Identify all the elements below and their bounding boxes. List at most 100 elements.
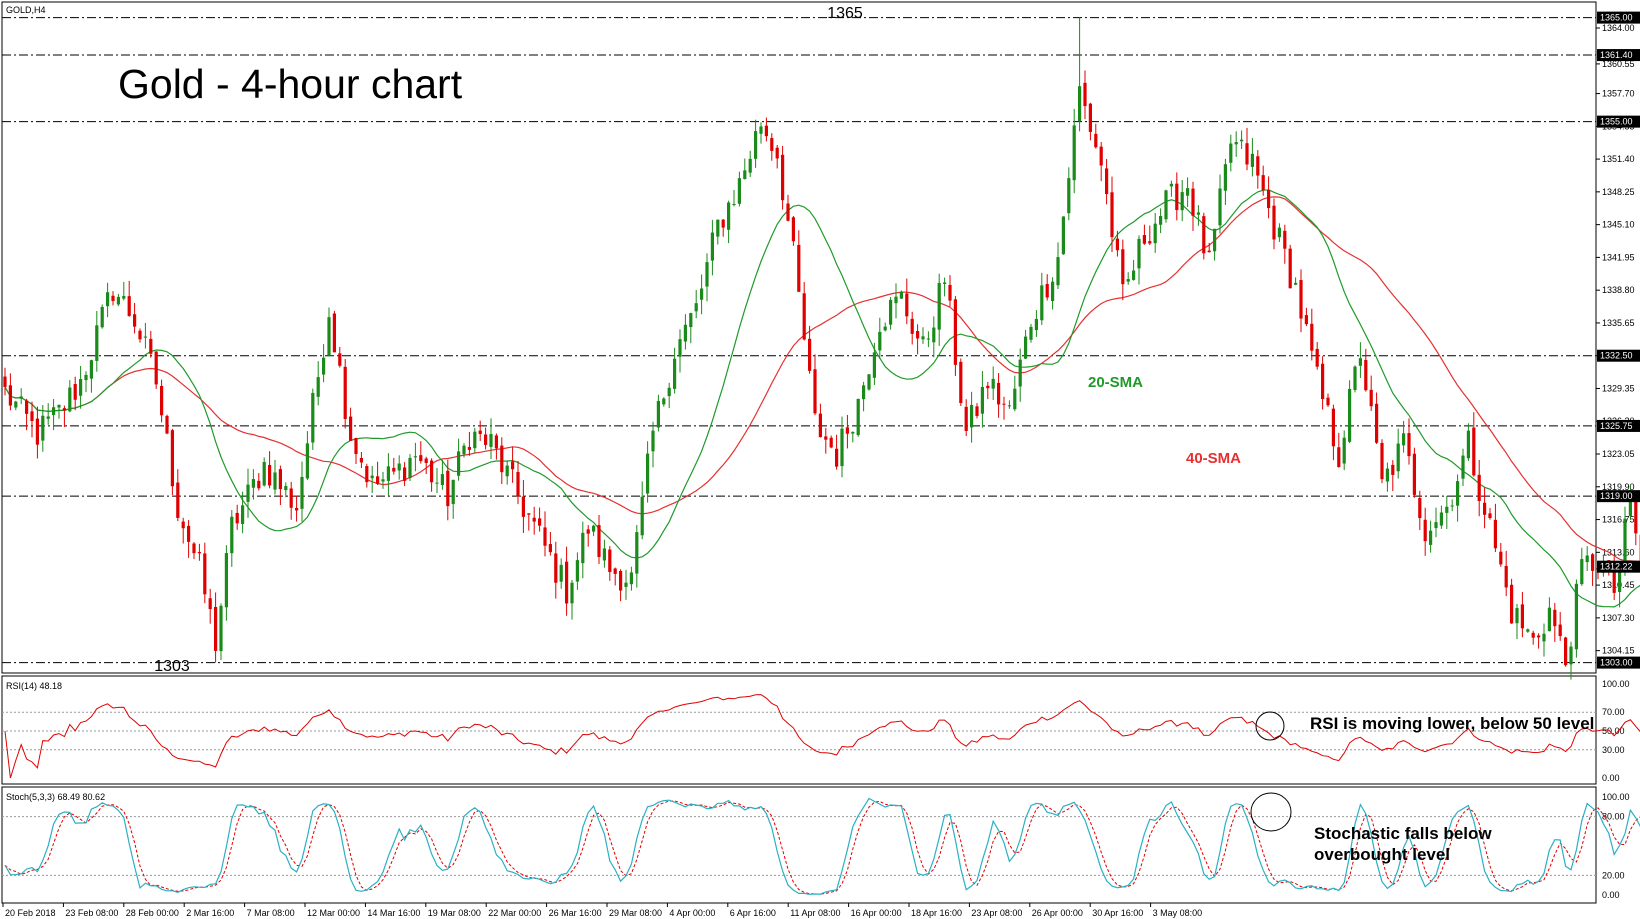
candle-body-85 [462,445,466,455]
time-tick-label-18: 30 Apr 16:00 [1092,908,1143,918]
candle-body-248 [1342,437,1346,464]
candle-body-43 [235,512,239,524]
candle-body-53 [289,488,293,508]
candle-body-241 [1304,315,1308,325]
price-tick-label-7: 1341.95 [1602,252,1635,262]
candle-body-232 [1256,156,1260,176]
stoch-signal-line [4,800,1640,895]
candle-body-48 [262,461,266,486]
candle-body-111 [602,548,606,561]
candle-body-80 [435,482,439,484]
candle-body-180 [975,406,979,416]
candle-body-237 [1283,230,1287,249]
candle-body-245 [1326,397,1330,406]
candle-body-225 [1218,188,1222,226]
candle-body-143 [775,147,779,159]
candlesticks [3,17,1640,680]
candle-body-195 [1056,257,1060,286]
price-tick-label-8: 1338.80 [1602,285,1635,295]
sma40-label: 40-SMA [1186,450,1241,467]
candle-body-290 [1569,646,1573,665]
candle-body-88 [478,430,482,434]
candle-body-246 [1331,408,1335,447]
candle-body-142 [770,138,774,151]
time-tick-label-16: 23 Apr 08:00 [971,908,1022,918]
candle-body-19 [106,292,110,307]
candle-body-75 [408,457,412,479]
time-tick-label-19: 3 May 08:00 [1153,908,1203,918]
candle-body-36 [197,551,201,554]
price-tick-label-16: 1313.60 [1602,547,1635,557]
candle-body-27 [149,338,153,354]
rsi-tick-4: 0.00 [1602,773,1620,783]
candle-body-173 [937,283,941,330]
candle-body-292 [1580,559,1584,585]
price-tick-label-0: 1364.00 [1602,23,1635,33]
candle-body-227 [1229,143,1233,163]
candle-body-35 [192,543,196,554]
stoch-pane-frame [1,786,1597,904]
rsi-highlight-circle [1255,711,1285,741]
candle-body-12 [68,387,72,412]
rsi-indicator: 100.00 70.00 50.00 30.00 0.00 [2,679,1640,783]
candle-body-162 [878,331,882,351]
candle-body-218 [1180,192,1184,211]
time-tick-label-8: 22 Mar 00:00 [488,908,541,918]
candle-body-223 [1207,250,1211,253]
candle-body-273 [1477,474,1481,501]
candle-body-161 [872,352,876,378]
candle-body-201 [1088,103,1092,132]
candle-body-139 [754,131,758,159]
price-tag-bg-2 [1597,115,1640,128]
candle-body-186 [1007,405,1011,407]
candle-body-63 [343,366,347,419]
candle-body-163 [883,326,887,331]
candle-body-222 [1202,216,1206,254]
candle-body-47 [257,480,261,489]
candle-body-45 [246,484,250,502]
price-tag-bg-3 [1597,349,1640,362]
candle-body-121 [656,400,660,428]
candle-body-97 [527,513,531,515]
candle-body-260 [1407,433,1411,457]
candle-body-228 [1234,142,1238,145]
candle-body-42 [230,516,234,554]
candle-body-152 [824,436,828,440]
candle-body-110 [597,525,601,557]
candle-body-280 [1515,608,1519,624]
candle-body-188 [1018,359,1022,387]
candle-body-202 [1094,133,1098,148]
candle-body-146 [791,217,795,242]
candle-body-6 [35,418,39,445]
candle-body-224 [1213,228,1217,252]
high-annotation: 1365 [827,5,863,22]
candle-body-8 [46,416,50,419]
candle-body-140 [759,126,763,134]
candle-body-172 [932,327,936,343]
candle-body-240 [1299,279,1303,319]
candle-body-284 [1537,635,1541,638]
candle-body-204 [1105,168,1109,195]
candle-body-262 [1418,498,1422,519]
candle-body-52 [284,486,288,491]
candle-body-160 [867,374,871,390]
price-tick-label-1: 1360.55 [1602,59,1635,69]
candle-body-108 [586,529,590,534]
time-tick-label-13: 11 Apr 08:00 [790,908,840,918]
stochastic-indicator: 100.00 80.00 20.00 0.00 [2,792,1640,900]
candle-body-132 [716,219,720,237]
price-tag-label-6: 1303.00 [1600,658,1633,668]
price-tick-label-14: 1319.90 [1602,482,1635,492]
candle-body-226 [1223,164,1227,191]
time-tick-label-12: 6 Apr 16:00 [730,908,776,918]
candle-body-32 [176,482,180,518]
candle-body-191 [1034,318,1038,331]
candle-body-229 [1240,139,1244,142]
candle-body-51 [278,469,282,490]
candle-body-252 [1364,359,1368,391]
candle-body-107 [581,532,585,564]
candle-body-183 [991,378,995,389]
candle-body-242 [1310,323,1314,351]
candle-body-84 [457,451,461,476]
sma20-label: 20-SMA [1088,374,1143,391]
